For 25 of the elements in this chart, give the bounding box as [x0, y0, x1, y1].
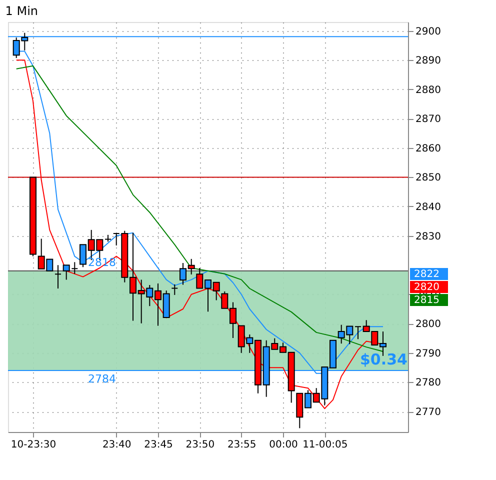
y-tick-label: 2790 [416, 348, 441, 360]
x-tick-label: 23:40 [102, 440, 132, 450]
y-tick-label: 2800 [416, 319, 441, 330]
y-tick-label: 2870 [416, 114, 441, 126]
y-tick-label: 2840 [416, 202, 441, 213]
y-tick-label: 2850 [416, 172, 441, 184]
y-tick-label: 2860 [416, 143, 441, 154]
x-tick-label: 10-23:30 [10, 440, 56, 450]
y-tick-label: 2830 [416, 231, 441, 242]
y-tick-label: 2770 [416, 407, 441, 418]
annotation: 2784 [88, 372, 116, 386]
text: 2822 [414, 269, 440, 280]
x-tick-label: 23:50 [186, 440, 215, 450]
y-tick-label: 2780 [416, 378, 441, 389]
x-tick-label: 11-00:05 [302, 440, 348, 450]
x-tick-label: 23:55 [227, 440, 256, 450]
text: 2815 [414, 295, 440, 306]
x-tick-label: 23:45 [144, 440, 173, 450]
y-tick-label: 2890 [416, 56, 441, 67]
x-tick-label: 00:00 [269, 440, 298, 450]
y-tick-label: 2880 [416, 84, 441, 96]
chart-title: 1 Min [5, 4, 38, 18]
annotation: $0.34 [360, 350, 408, 368]
text: 2820 [414, 282, 440, 293]
y-tick-label: 2900 [416, 26, 441, 38]
